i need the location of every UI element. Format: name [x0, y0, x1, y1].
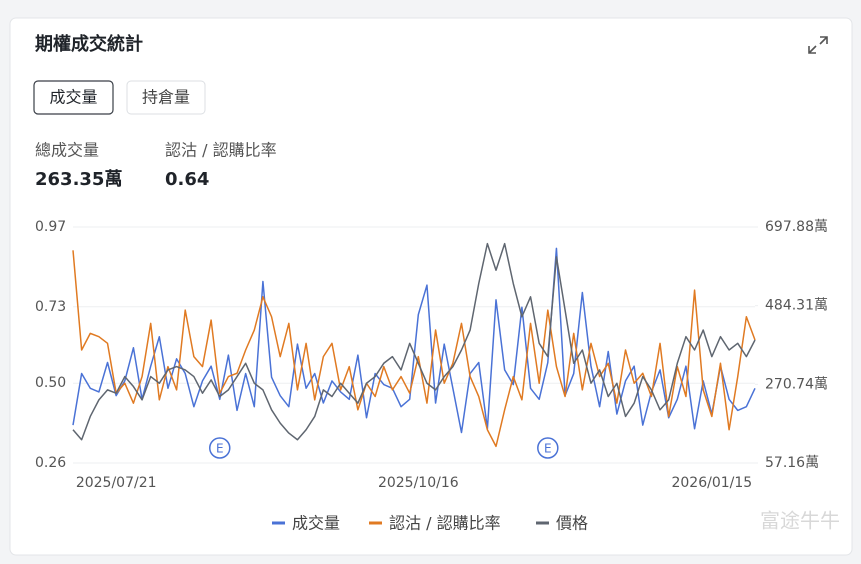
event-label: E [216, 442, 224, 456]
expand-arrow [819, 36, 828, 45]
x-tick-label: 2025/10/16 [378, 475, 459, 491]
legend-label: 認沽 / 認購比率 [389, 514, 501, 533]
legend-label: 價格 [556, 514, 588, 533]
tab[interactable] [126, 80, 206, 115]
y-tick-label: 0.50 [35, 375, 66, 391]
series-line [72, 247, 756, 434]
card-title: 期權成交統計 [35, 33, 143, 55]
legend-label: 成交量 [292, 514, 340, 533]
stat-value: 263.35萬 [35, 169, 122, 190]
stat-value: 0.64 [165, 169, 209, 190]
watermark: 富途牛牛 [760, 509, 840, 533]
y-tick-label: 0.97 [35, 219, 66, 235]
tab-label[interactable]: 成交量 [49, 88, 97, 107]
event-marker [537, 437, 559, 459]
y-tick-label: 0.26 [35, 455, 66, 471]
x-tick-label: 2025/07/21 [76, 475, 157, 491]
x-tick-label: 2026/01/15 [671, 475, 752, 491]
y2-tick-label: 270.74萬 [765, 376, 828, 392]
y2-tick-label: 57.16萬 [765, 455, 819, 471]
stat-label: 總成交量 [35, 141, 99, 160]
tab-label[interactable]: 持倉量 [142, 88, 190, 107]
series-line [72, 242, 756, 441]
y2-tick-label: 697.88萬 [765, 219, 828, 235]
stat-label: 認沽 / 認購比率 [165, 141, 277, 160]
event-label: E [544, 442, 552, 456]
series-line [72, 250, 756, 448]
tab-active[interactable] [33, 80, 114, 115]
expand-arrow [808, 45, 817, 54]
y-tick-label: 0.73 [35, 299, 66, 315]
y2-tick-label: 484.31萬 [765, 298, 828, 314]
expand-icon[interactable] [808, 36, 828, 54]
event-marker [209, 437, 231, 459]
